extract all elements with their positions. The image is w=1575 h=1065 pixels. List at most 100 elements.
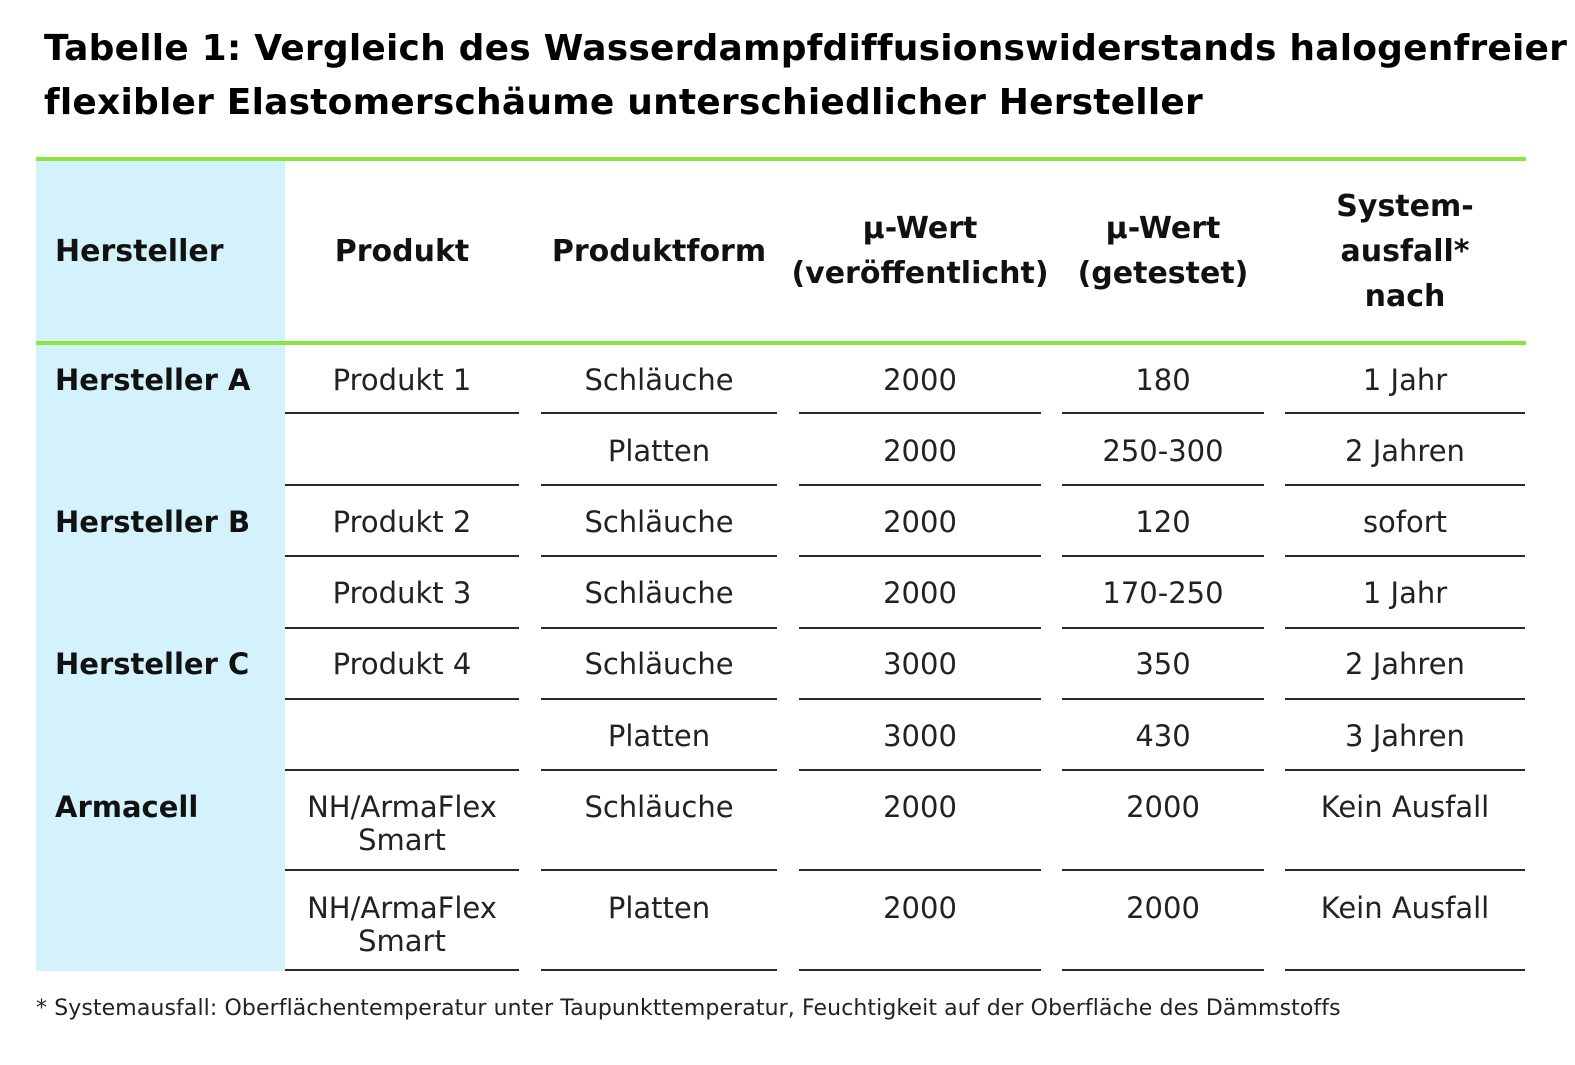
- table-cell-form: Platten: [607, 719, 711, 753]
- row-divider: [799, 484, 1041, 486]
- table-cell-mu-pub: 2000: [883, 363, 957, 397]
- manufacturer-label: Hersteller B: [55, 505, 251, 539]
- product-name-line: Produkt 1: [332, 363, 472, 397]
- row-divider: [541, 769, 777, 771]
- row-divider: [799, 412, 1041, 414]
- row-divider: [1062, 627, 1264, 629]
- row-divider: [1285, 627, 1525, 629]
- table-cell-mu-pub: 3000: [883, 719, 957, 753]
- manufacturer-label: Hersteller C: [55, 647, 250, 681]
- row-divider: [285, 769, 519, 771]
- table-cell-form: Platten: [607, 891, 711, 925]
- table-cell-form: Schläuche: [584, 647, 734, 681]
- row-divider: [541, 555, 777, 557]
- footnote: * Systemausfall: Oberflächentemperatur u…: [36, 996, 1341, 1021]
- table-cell-failure: 3 Jahren: [1345, 719, 1465, 753]
- table-cell-mu-pub: 2000: [883, 790, 957, 824]
- row-divider: [1285, 769, 1525, 771]
- row-divider: [1285, 969, 1525, 971]
- table-cell-mu-pub: 2000: [883, 505, 957, 539]
- table-cell-mu-test: 430: [1135, 719, 1191, 753]
- row-divider: [541, 698, 777, 700]
- row-divider: [1062, 869, 1264, 871]
- col-header-mu-tested-line-2: (getestet): [1077, 256, 1249, 291]
- manufacturer-column-band: [36, 160, 285, 971]
- table-cell-mu-test: 180: [1135, 363, 1191, 397]
- table-title: Tabelle 1: Vergleich des Wasserdampfdiff…: [44, 22, 1568, 130]
- row-divider: [285, 484, 519, 486]
- table-cell-mu-test: 2000: [1126, 790, 1200, 824]
- table-cell-product: NH/ArmaFlex Smart: [285, 892, 519, 958]
- col-header-produktform: Produktform: [541, 161, 777, 341]
- table-cell-mu-test: 120: [1135, 505, 1191, 539]
- header-bottom-rule: [36, 341, 1526, 345]
- col-header-system-failure-line-3: nach: [1364, 278, 1446, 314]
- table-cell-product: Produkt 4: [285, 648, 519, 681]
- col-header-system-failure: System- ausfall* nach: [1285, 161, 1525, 341]
- table-cell-failure: 2 Jahren: [1345, 434, 1465, 468]
- table-cell-mu-test: 2000: [1126, 891, 1200, 925]
- table-cell-mu-pub: 2000: [883, 576, 957, 610]
- table-cell-form: Schläuche: [584, 363, 734, 397]
- row-divider: [541, 969, 777, 971]
- row-divider: [1062, 555, 1264, 557]
- row-divider: [799, 555, 1041, 557]
- table-cell-form: Schläuche: [584, 505, 734, 539]
- header-top-rule: [36, 157, 1526, 161]
- row-divider: [1285, 698, 1525, 700]
- table-cell-product: NH/ArmaFlex Smart: [285, 791, 519, 857]
- row-divider: [285, 555, 519, 557]
- row-divider: [541, 484, 777, 486]
- row-divider: [285, 412, 519, 414]
- col-header-mu-published-line-1: µ-Wert: [862, 211, 978, 246]
- row-divider: [1062, 412, 1264, 414]
- table-cell-failure: 1 Jahr: [1362, 363, 1448, 397]
- row-divider: [285, 869, 519, 871]
- manufacturer-label: Armacell: [55, 790, 199, 824]
- table-cell-failure: 1 Jahr: [1362, 576, 1448, 610]
- row-divider: [799, 698, 1041, 700]
- row-divider: [799, 627, 1041, 629]
- product-name-line: NH/ArmaFlex: [307, 790, 497, 824]
- row-divider: [285, 969, 519, 971]
- col-header-produkt-text: Produkt: [334, 233, 470, 269]
- row-divider: [541, 869, 777, 871]
- row-divider: [541, 627, 777, 629]
- table-cell-failure: sofort: [1362, 505, 1448, 539]
- row-divider: [1285, 412, 1525, 414]
- manufacturer-label: Hersteller A: [55, 363, 251, 397]
- row-divider: [1062, 484, 1264, 486]
- row-divider: [799, 969, 1041, 971]
- product-name-line: Produkt 3: [332, 576, 472, 610]
- table-cell-mu-pub: 2000: [883, 891, 957, 925]
- table-cell-form: Schläuche: [584, 576, 734, 610]
- table-cell-product: Produkt 3: [285, 577, 519, 610]
- table-cell-form: Platten: [607, 434, 711, 468]
- row-divider: [1062, 698, 1264, 700]
- table-cell-failure: Kein Ausfall: [1320, 891, 1490, 925]
- product-name-line: Smart: [358, 924, 446, 958]
- title-line-1: Tabelle 1: Vergleich des Wasserdampfdiff…: [44, 28, 1568, 69]
- col-header-hersteller: Hersteller: [55, 161, 280, 341]
- product-name-line: Smart: [358, 823, 446, 857]
- col-header-mu-tested-line-1: µ-Wert: [1105, 211, 1221, 246]
- row-divider: [1285, 869, 1525, 871]
- row-divider: [799, 869, 1041, 871]
- product-name-line: Produkt 4: [332, 647, 472, 681]
- row-divider: [1285, 484, 1525, 486]
- row-divider: [285, 627, 519, 629]
- col-header-mu-published-line-2: (veröffentlicht): [791, 256, 1049, 291]
- table-cell-failure: 2 Jahren: [1345, 647, 1465, 681]
- col-header-system-failure-line-1: System-: [1336, 188, 1474, 224]
- table-cell-mu-test: 170-250: [1102, 576, 1224, 610]
- row-divider: [541, 412, 777, 414]
- table-cell-product: Produkt 1: [285, 364, 519, 397]
- row-divider: [1062, 969, 1264, 971]
- table-cell-product: Produkt 2: [285, 506, 519, 539]
- row-divider: [1285, 555, 1525, 557]
- table-cell-mu-pub: 2000: [883, 434, 957, 468]
- row-divider: [285, 698, 519, 700]
- product-name-line: NH/ArmaFlex: [307, 891, 497, 925]
- table-cell-mu-pub: 3000: [883, 647, 957, 681]
- table-cell-mu-test: 350: [1135, 647, 1191, 681]
